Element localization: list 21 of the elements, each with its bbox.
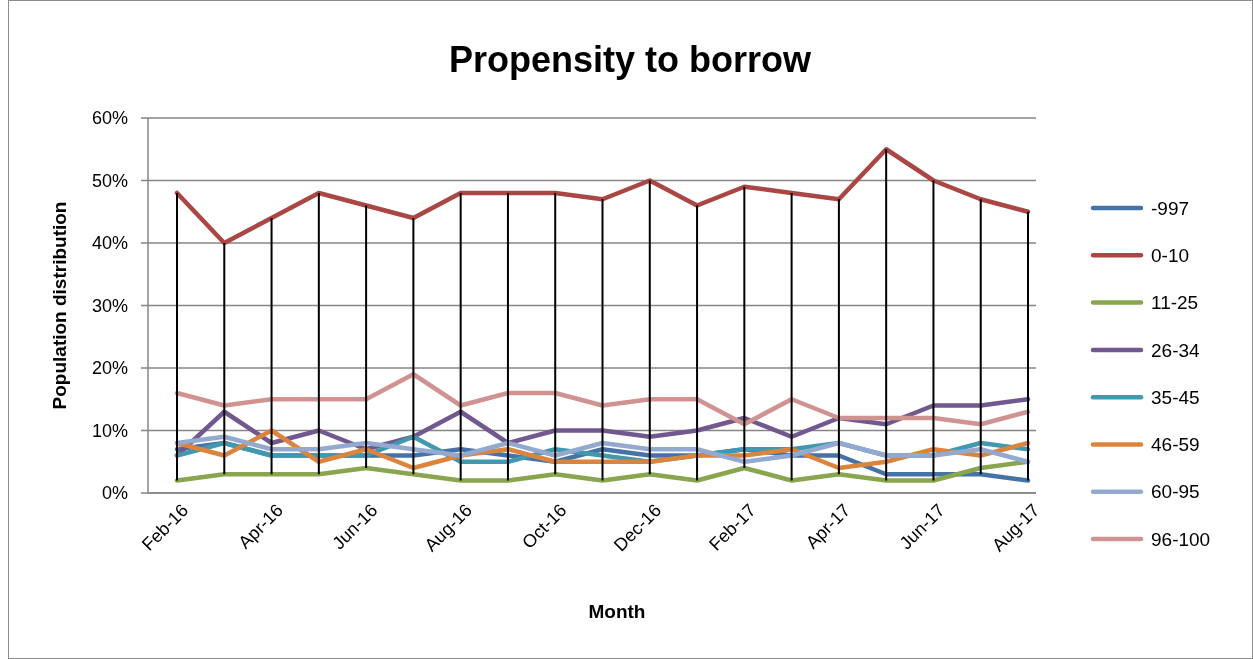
legend-label: -997: [1151, 197, 1190, 219]
y-axis-title: Population distribution: [49, 201, 70, 410]
y-tick-label: 0%: [101, 483, 128, 504]
y-tick-label: 40%: [91, 233, 128, 254]
legend-label: 96-100: [1151, 528, 1211, 550]
legend-label: 11-25: [1151, 292, 1199, 314]
legend-label: 46-59: [1151, 434, 1200, 456]
line-series: [174, 434, 1031, 464]
legend-label: 35-45: [1151, 386, 1200, 408]
line-series: [174, 147, 1031, 246]
y-tick-label: 10%: [91, 420, 128, 441]
legend-label: 60-95: [1151, 481, 1200, 503]
legend-label: 0-10: [1151, 244, 1190, 266]
chart-title: Propensity to borrow: [448, 39, 812, 80]
y-tick-label: 20%: [91, 358, 128, 379]
line-series: [174, 372, 1031, 427]
y-tick-label: 30%: [91, 295, 128, 316]
y-tick-label: 50%: [91, 170, 128, 191]
legend-label: 26-34: [1151, 339, 1201, 361]
x-axis-title: Month: [588, 601, 646, 622]
y-tick-label: 60%: [91, 108, 128, 129]
